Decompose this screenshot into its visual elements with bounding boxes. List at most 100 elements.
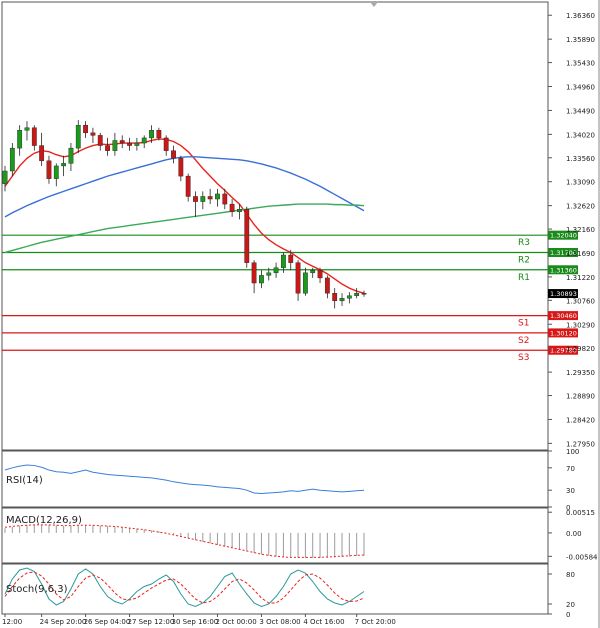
- level-price-badge: [548, 345, 578, 355]
- macd-signal-line: [4, 524, 365, 558]
- candle-body: [281, 254, 286, 268]
- y-tick-label: 1.34960: [566, 84, 595, 92]
- candle-body: [39, 145, 45, 162]
- y-tick-label: 1.33560: [566, 155, 595, 163]
- macd-title: MACD(12,26,9): [6, 515, 82, 526]
- candle-body: [354, 293, 360, 296]
- candle-body: [127, 142, 132, 146]
- panel-frame-macd: [1, 507, 549, 564]
- candle-body: [83, 124, 88, 134]
- candle-body: [295, 262, 301, 294]
- candle-body: [61, 163, 67, 167]
- y-tick-label: 1.27950: [566, 440, 595, 448]
- candle-body: [2, 170, 8, 184]
- y-tick-label: 1.31690: [566, 250, 595, 258]
- level-price-badge: [548, 311, 578, 321]
- candle-body: [156, 130, 162, 139]
- level-label-r1: R1: [518, 273, 530, 283]
- candle-body: [24, 127, 30, 131]
- level-price-label: 1.30460: [550, 312, 577, 320]
- level-price-badge: [548, 230, 578, 240]
- current-price-label: 1.30893: [550, 290, 577, 298]
- candle-body: [324, 277, 330, 294]
- candle-body: [244, 208, 250, 263]
- candle-body: [31, 127, 37, 146]
- candle-body: [310, 270, 316, 274]
- candle-body: [266, 272, 272, 276]
- x-tick-label: 26 Sep 04:00: [84, 618, 131, 626]
- panel-frame-price: [1, 1, 549, 451]
- candle-body: [75, 124, 81, 149]
- rsi-y-tick-label: 100: [566, 448, 579, 456]
- stoch-y-tick-label: 80: [566, 571, 575, 579]
- x-tick-label: 12:00: [2, 618, 22, 626]
- candle-body: [112, 140, 118, 151]
- candle-body: [185, 175, 191, 197]
- candle-body: [207, 196, 213, 200]
- candle-body: [222, 193, 228, 205]
- level-price-badge: [548, 265, 578, 275]
- candle-body: [332, 293, 338, 302]
- y-tick-label: 1.28890: [566, 393, 595, 401]
- candle-body: [317, 270, 323, 279]
- y-tick-label: 1.30290: [566, 321, 595, 329]
- level-price-label: 1.30120: [550, 329, 577, 337]
- level-price-badge: [548, 247, 578, 257]
- candle-body: [9, 147, 15, 172]
- level-price-label: 1.31360: [550, 266, 577, 274]
- y-tick-label: 1.31220: [566, 274, 595, 282]
- level-label-s2: S2: [518, 336, 529, 346]
- y-tick-label: 1.33090: [566, 179, 595, 187]
- macd-y-tick-label: 0.00: [566, 530, 582, 538]
- candle-body: [163, 137, 169, 151]
- level-price-label: 1.32040: [550, 232, 577, 240]
- rsi-line: [4, 464, 365, 495]
- macd-y-tick-label: -0.00584: [566, 553, 598, 561]
- candle-body: [134, 142, 140, 146]
- current-price-badge: [548, 289, 578, 299]
- y-tick-label: 1.30760: [566, 297, 595, 305]
- moving-average-line-3: [4, 203, 365, 254]
- moving-average-line-2: [4, 156, 365, 218]
- candle-body: [339, 298, 345, 302]
- candle-body: [68, 147, 74, 164]
- candle-body: [288, 254, 294, 263]
- rsi-title: RSI(14): [6, 475, 43, 486]
- shift-marker-icon: [370, 2, 378, 7]
- candle-body: [46, 160, 52, 179]
- candle-body: [178, 158, 184, 177]
- y-tick-label: 1.32160: [566, 226, 595, 234]
- level-label-r3: R3: [518, 238, 530, 248]
- y-tick-label: 1.34490: [566, 107, 595, 115]
- candle-body: [346, 295, 352, 299]
- x-tick-label: 27 Sep 12:00: [128, 618, 175, 626]
- candle-body: [141, 137, 147, 144]
- level-price-label: 1.29780: [550, 347, 577, 355]
- candle-body: [149, 130, 154, 139]
- y-tick-label: 1.35890: [566, 36, 595, 44]
- x-tick-label: 2 Oct 00:00: [215, 618, 256, 626]
- x-tick-label: 3 Oct 08:00: [259, 618, 300, 626]
- candle-body: [237, 208, 242, 212]
- candle-body: [119, 140, 125, 144]
- candle-body: [361, 293, 367, 295]
- rsi-y-tick-label: 30: [566, 487, 575, 495]
- x-tick-label: 24 Sep 20:00: [40, 618, 87, 626]
- candle-body: [105, 145, 110, 151]
- stoch-y-tick-label: 20: [566, 601, 575, 609]
- y-tick-label: 1.29820: [566, 345, 595, 353]
- x-tick-label: 30 Sep 16:00: [172, 618, 219, 626]
- candle-body: [302, 272, 308, 294]
- y-tick-label: 1.28420: [566, 416, 595, 424]
- macd-y-tick-label: 0.00515: [566, 509, 595, 517]
- stoch-title: Stoch(9,6,3): [6, 584, 68, 595]
- y-tick-label: 1.35430: [566, 60, 595, 68]
- candle-body: [259, 275, 264, 284]
- level-price-badge: [548, 328, 578, 338]
- candle-body: [200, 196, 206, 202]
- moving-average-line-1: [4, 138, 365, 294]
- candle-body: [53, 165, 59, 179]
- candle-body: [229, 203, 235, 212]
- candle-body: [193, 196, 198, 202]
